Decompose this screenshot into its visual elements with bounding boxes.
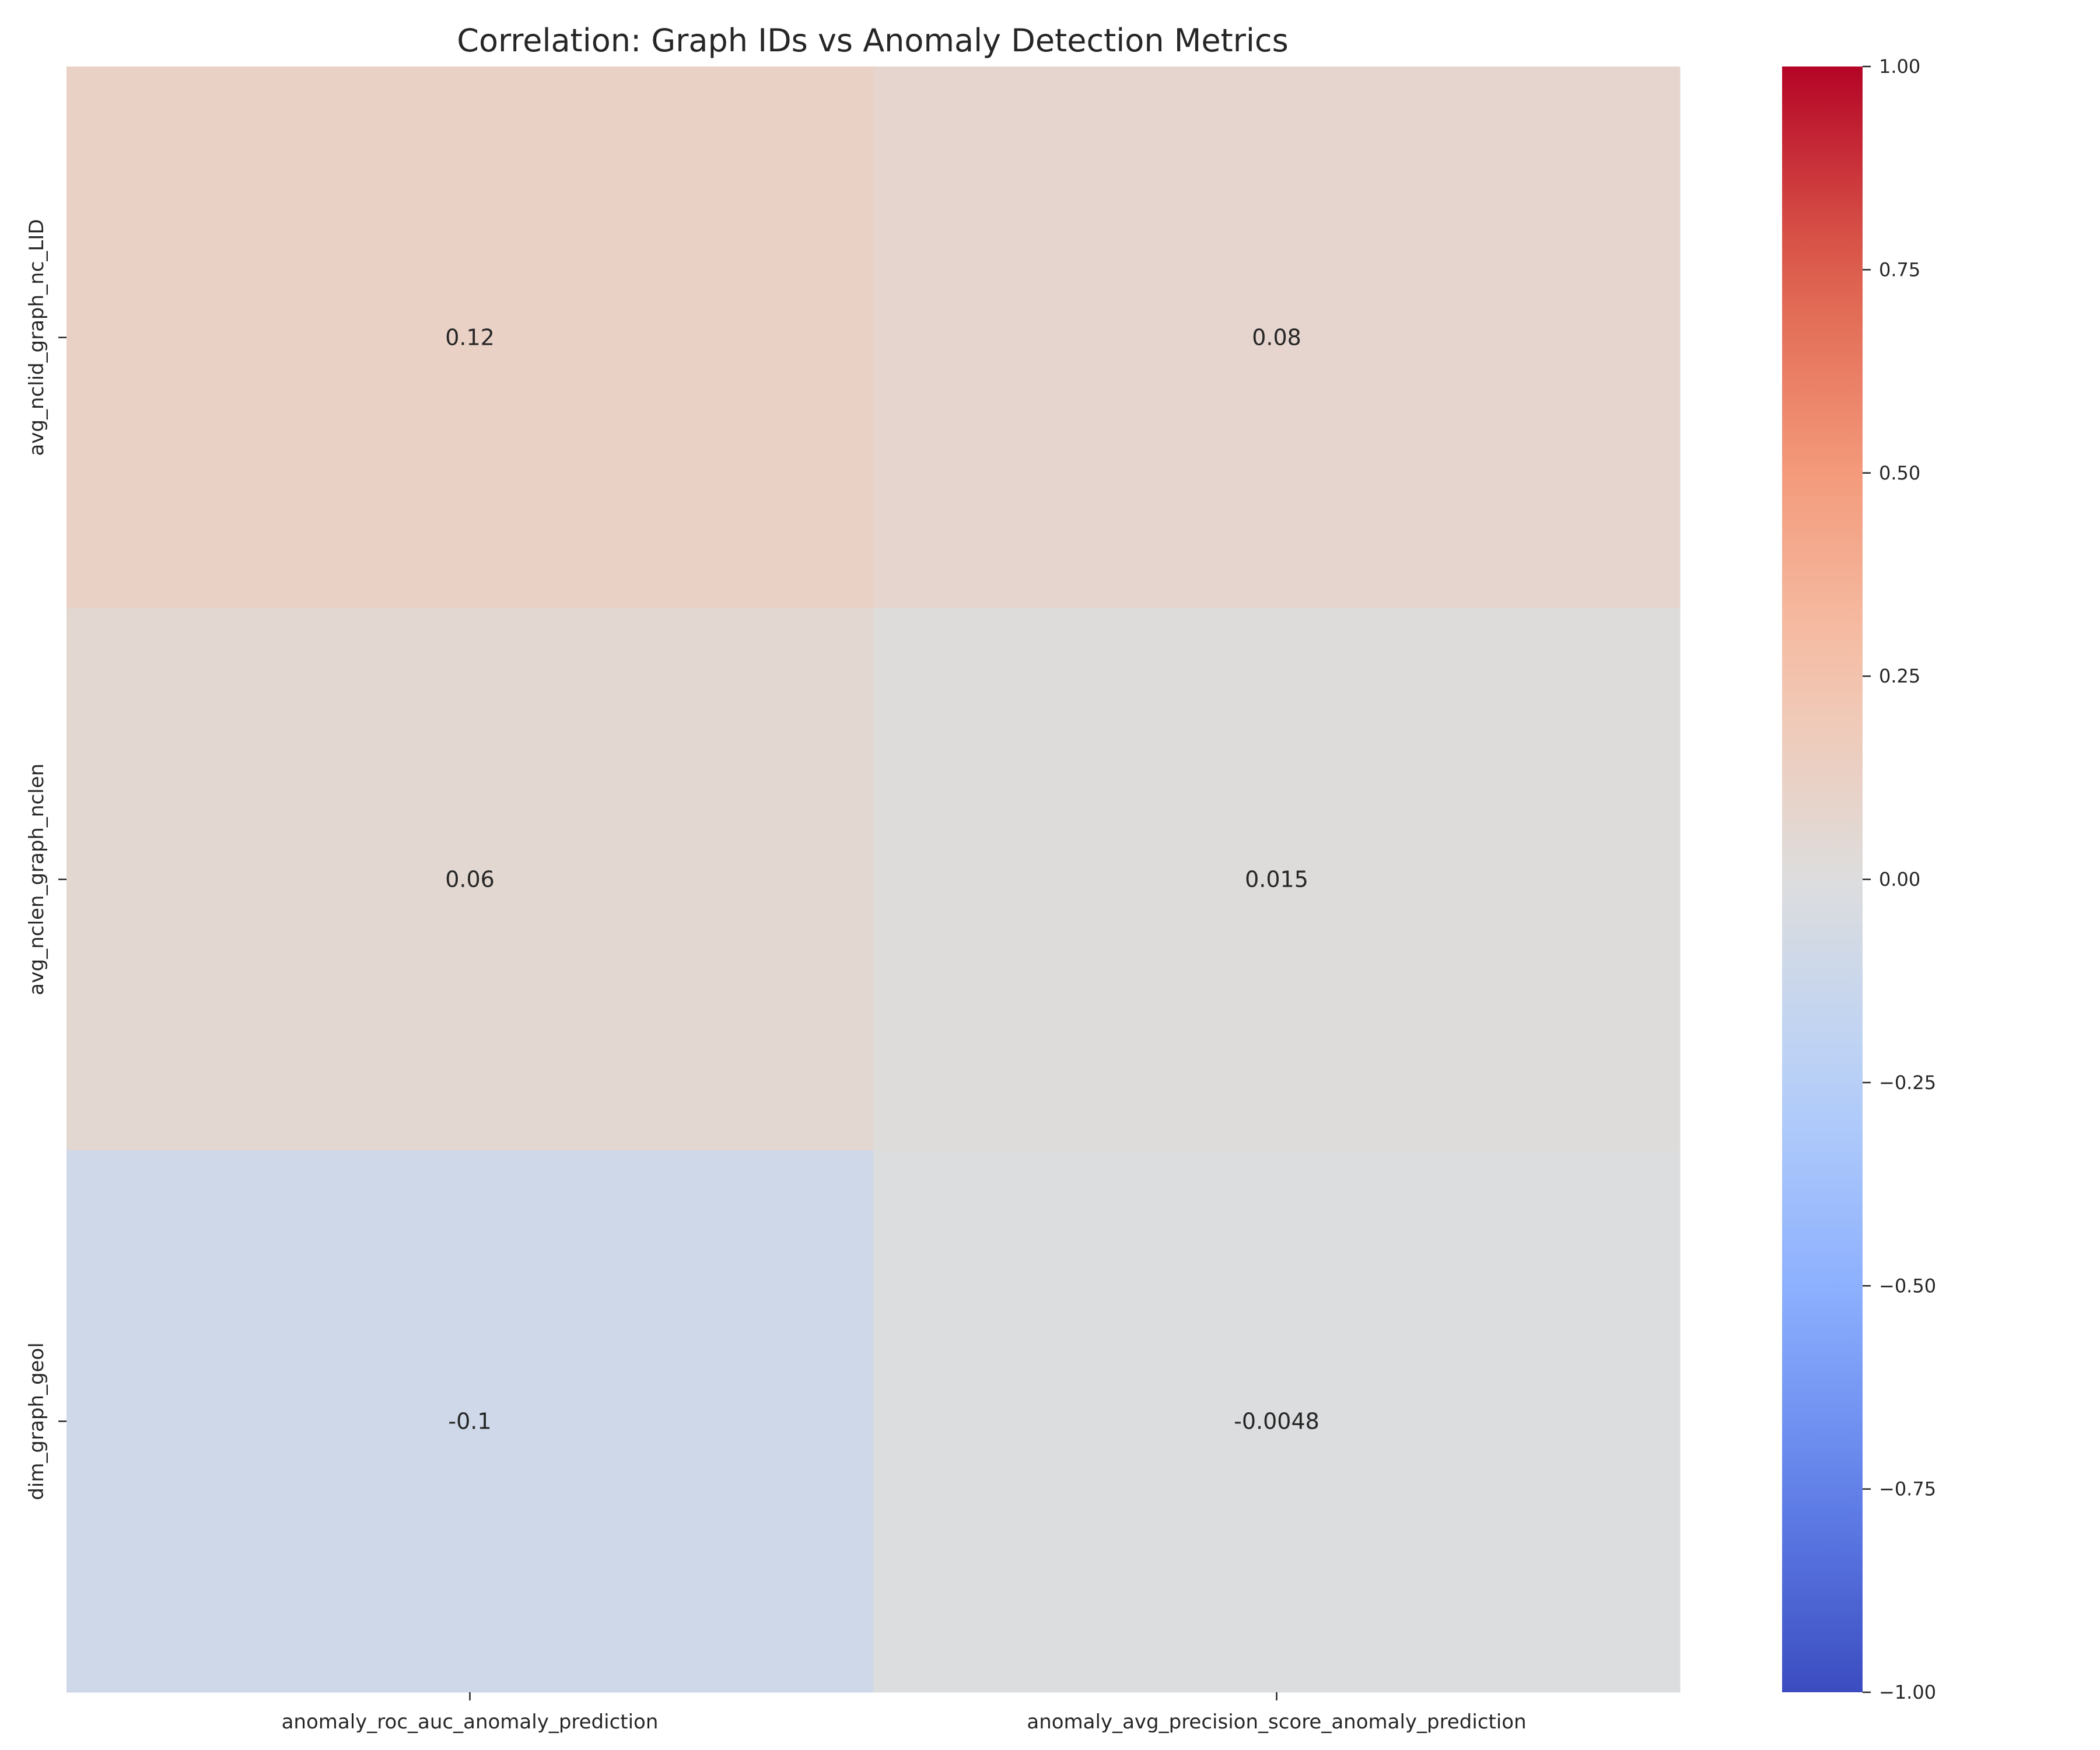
colorbar-tick-label: 1.00 [1879,55,1920,78]
heatmap-cell [873,1150,1681,1693]
y-tick-label: dim_graph_geol [25,1342,48,1500]
y-tick-label: avg_nclen_graph_nclen [25,764,48,995]
heatmap-cells [66,66,1681,1693]
colorbar-gradient [1782,66,1863,1692]
heatmap-cell [66,66,874,609]
heatmap-cell [873,608,1681,1151]
colorbar: 1.00 0.75 0.50 0.25 0.00 −0.25 −0.50 −0.75 −1.00 [1782,55,1936,1703]
cell-annotation: -0.1 [448,1409,491,1434]
colorbar-tick-label: −1.00 [1879,1681,1936,1703]
y-axis: avg_nclid_graph_nc_LID avg_nclen_graph_nc… [25,219,66,1500]
heatmap-cell [66,1150,874,1693]
cell-annotation: 0.015 [1245,867,1308,892]
heatmap-cell [66,608,874,1151]
heatmap-cell [873,66,1681,609]
cell-annotations: 0.12 0.08 0.06 0.015 -0.1 -0.0048 [445,325,1320,1434]
cell-annotation: 0.06 [445,867,495,892]
chart-title: Correlation: Graph IDs vs Anomaly Detect… [457,22,1289,59]
colorbar-tick-label: −0.75 [1879,1478,1936,1500]
cell-annotation: 0.12 [445,325,495,351]
colorbar-tick-label: 0.00 [1879,869,1920,891]
colorbar-tick-label: −0.50 [1879,1275,1936,1297]
cell-annotation: 0.08 [1252,325,1301,351]
colorbar-tick-label: 0.50 [1879,462,1920,484]
cell-annotation: -0.0048 [1234,1409,1320,1434]
x-axis: anomaly_roc_auc_anomaly_prediction anomal… [282,1692,1527,1734]
colorbar-tick-label: 0.75 [1879,258,1920,281]
colorbar-tick-label: −0.25 [1879,1072,1936,1094]
colorbar-tick-label: 0.25 [1879,665,1920,687]
x-tick-label: anomaly_roc_auc_anomaly_prediction [282,1710,659,1734]
colorbar-ticks: 1.00 0.75 0.50 0.25 0.00 −0.25 −0.50 −0.75 −1.00 [1863,55,1936,1703]
y-tick-label: avg_nclid_graph_nc_LID [25,219,48,456]
x-tick-label: anomaly_avg_precision_score_anomaly_pred… [1027,1710,1526,1734]
